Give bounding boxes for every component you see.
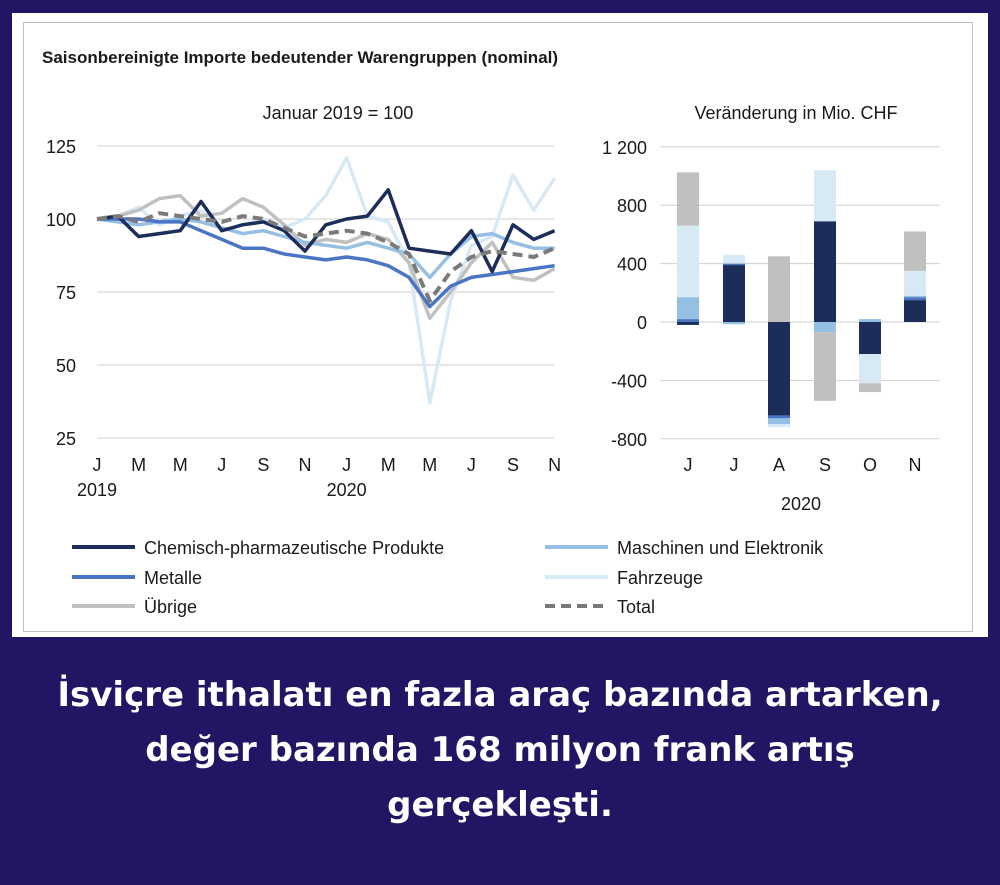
line-xtick-label: N [548,455,561,475]
bar-ytick-label: 0 [637,313,647,333]
bar-segment-metalle [768,415,790,419]
line-year-label: 2019 [77,480,117,500]
bar-segment--brige [814,332,836,401]
bar-xtick-label: J [730,455,739,475]
line-ytick-label: 75 [56,283,76,303]
chart-legend: Chemisch-pharmazeutische Produkte Maschin… [72,538,824,617]
bar-segment-fahrzeuge [814,170,836,222]
legend-label: Total [617,597,655,617]
bar-chart-bars [677,170,926,428]
bar-segment-fahrzeuge [904,270,926,296]
legend-label: Chemisch-pharmazeutische Produkte [144,538,444,558]
bar-ytick-label: -400 [611,371,647,391]
line-xtick-label: J [342,455,351,475]
series-line-fahrzeuge [96,155,557,405]
bar-segment-fahrzeuge [723,254,745,264]
bar-chart-axes: 1 200 800 400 0 -400 -800 J J A S O N 2020 [602,138,940,514]
line-xtick-label: J [93,455,102,475]
legend-label: Metalle [144,568,202,588]
bar-segment-metalle [904,297,926,301]
chart-frame [23,22,973,632]
line-chart-axes: 125 100 75 50 25 J M M J S N J M M J S N 2019 2020 [46,137,561,500]
bar-xtick-label: N [909,455,922,475]
series-line-chemisch-pharmazeutische-produkte [96,188,556,274]
series-line-metalle [97,217,555,309]
chart-title: Saisonbereinigte Importe bedeutender War… [42,48,559,67]
bar-segment--brige [859,383,881,393]
line-xtick-label: M [422,455,437,475]
legend-label: Übrige [144,597,197,617]
bar-segment-maschinen-und-elektronik [859,319,881,322]
caption-line-2: değer bazında 168 milyon frank artış [145,730,855,770]
legend-label: Maschinen und Elektronik [617,538,824,558]
bar-segment-chemisch-pharmazeutische-produkte [723,265,745,322]
line-ytick-label: 125 [46,137,76,157]
bar-xtick-label: A [773,455,785,475]
bar-segment--brige [768,256,790,322]
legend-label: Fahrzeuge [617,568,703,588]
line-xtick-label: J [467,455,476,475]
line-xtick-label: M [381,455,396,475]
caption-line-3: gerçekleşti. [387,785,613,825]
bar-segment-maschinen-und-elektronik [677,297,699,320]
bar-ytick-label: 800 [617,196,647,216]
line-xtick-label: M [131,455,146,475]
bar-segment-chemisch-pharmazeutische-produkte [677,322,699,325]
bar-xtick-label: S [819,455,831,475]
series-line--brige [96,193,556,321]
bar-segment-fahrzeuge [859,354,881,384]
line-xtick-label: S [257,455,269,475]
caption-line-1: İsviçre ithalatı en fazla araç bazında a… [57,675,943,715]
bar-ytick-label: -800 [611,430,647,450]
line-xtick-label: S [507,455,519,475]
chart-svg: Januar 2019 = 100 Veränderung in Mio. CH… [46,103,940,617]
bar-segment--brige [677,172,699,226]
bar-xtick-label: J [684,455,693,475]
bar-segment-fahrzeuge [677,225,699,298]
line-chart-subtitle: Januar 2019 = 100 [263,103,414,123]
series-line-maschinen-und-elektronik [96,217,555,280]
bar-segment-chemisch-pharmazeutische-produkte [904,300,926,322]
bar-segment-maschinen-und-elektronik [723,322,745,325]
bar-ytick-label: 1 200 [602,138,647,158]
line-xtick-label: M [173,455,188,475]
line-ytick-label: 50 [56,356,76,376]
bar-chart-subtitle: Veränderung in Mio. CHF [694,103,897,123]
bar-segment-chemisch-pharmazeutische-produkte [768,322,790,416]
bar-ytick-label: 400 [617,255,647,275]
line-year-label: 2020 [327,480,367,500]
bar-segment-fahrzeuge [768,424,790,428]
caption: İsviçre ithalatı en fazla araç bazında a… [0,668,1000,833]
bar-segment-maschinen-und-elektronik [814,322,836,333]
bar-xtick-label: O [863,455,877,475]
line-ytick-label: 25 [56,429,76,449]
bar-segment--brige [904,231,926,271]
bar-segment-maschinen-und-elektronik [904,295,926,298]
bar-segment-metalle [723,263,745,266]
bar-segment-chemisch-pharmazeutische-produkte [814,221,836,322]
bar-segment-maschinen-und-elektronik [768,418,790,425]
bar-year-label: 2020 [781,494,821,514]
bar-segment-metalle [677,319,699,322]
line-xtick-label: N [299,455,312,475]
line-chart-series [96,155,557,405]
bar-segment-chemisch-pharmazeutische-produkte [859,322,881,355]
line-ytick-label: 100 [46,210,76,230]
line-xtick-label: J [217,455,226,475]
